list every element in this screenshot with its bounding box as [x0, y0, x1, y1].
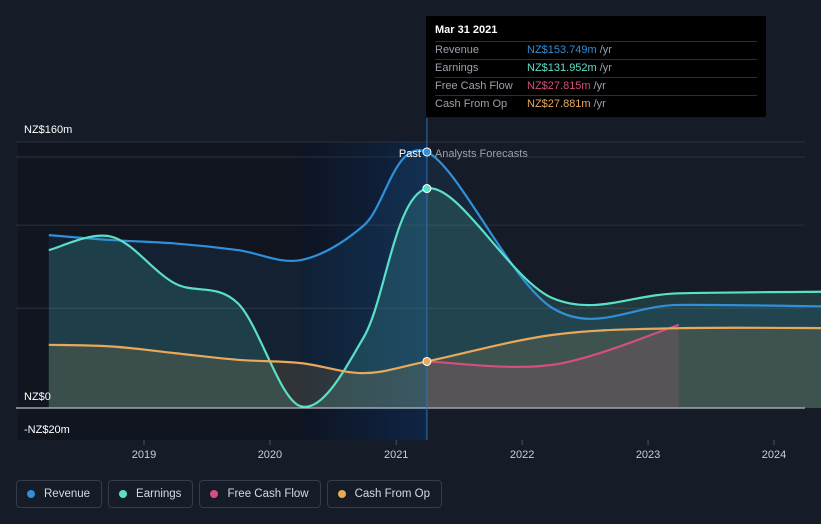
tooltip-value: NZ$27.815m	[527, 80, 591, 92]
y-label-top: NZ$160m	[24, 124, 72, 136]
tooltip-value: NZ$27.881m	[527, 98, 591, 110]
past-highlight	[301, 142, 427, 440]
tooltip-unit: /yr	[599, 62, 612, 74]
tooltip-label: Revenue	[435, 44, 480, 56]
x-tick-label: 2022	[510, 449, 534, 461]
past-label: Past	[399, 148, 421, 160]
legend-item-earnings[interactable]: Earnings	[108, 480, 194, 508]
past-band	[18, 142, 302, 440]
earnings-dot-icon	[119, 490, 128, 498]
cash-from-op-marker	[422, 356, 432, 366]
chart-legend: Revenue Earnings Free Cash Flow Cash Fro…	[16, 480, 443, 508]
tooltip-label: Earnings	[435, 62, 479, 74]
data-tooltip: Mar 31 2021 Revenue NZ$153.749m /yr Earn…	[426, 16, 766, 117]
cash-from-op-line	[48, 326, 821, 375]
tooltip-unit: /yr	[593, 80, 606, 92]
tooltip-row-revenue: Revenue NZ$153.749m /yr	[435, 42, 757, 60]
free-cash-flow-dot-icon	[210, 490, 219, 498]
revenue-line	[48, 149, 821, 320]
revenue-marker	[422, 147, 432, 157]
cash-from-op-area	[48, 327, 821, 408]
forecast-label: Analysts Forecasts	[435, 148, 528, 160]
cash-from-op-dot-icon	[337, 490, 346, 498]
x-tick-label: 2023	[636, 449, 660, 461]
tooltip-row-earnings: Earnings NZ$131.952m /yr	[435, 60, 757, 78]
x-tick-label: 2021	[384, 449, 408, 461]
chart-area: NZ$160m NZ$0 -NZ$20m Past Analysts Forecasts…	[16, 118, 821, 461]
legend-item-revenue[interactable]: Revenue	[16, 480, 103, 508]
tooltip-value: NZ$153.749m	[527, 44, 597, 56]
earnings-line	[48, 187, 821, 408]
y-label-bottom: -NZ$20m	[24, 424, 70, 436]
x-tick-label: 2019	[132, 449, 156, 461]
revenue-dot-icon	[27, 490, 35, 498]
x-tick-label: 2024	[762, 449, 786, 461]
legend-label: Earnings	[136, 488, 182, 500]
legend-item-cash-from-op[interactable]: Cash From Op	[326, 480, 443, 508]
free-cash-flow-area	[426, 324, 679, 408]
x-tick-label: 2020	[258, 449, 282, 461]
earnings-marker	[422, 184, 432, 194]
tooltip-date: Mar 31 2021	[435, 24, 757, 42]
tooltip-value: NZ$131.952m	[527, 62, 597, 74]
tooltip-label: Cash From Op	[435, 98, 508, 110]
free-cash-flow-line	[426, 323, 680, 369]
earnings-area	[48, 188, 821, 408]
legend-item-free-cash-flow[interactable]: Free Cash Flow	[199, 480, 321, 508]
tooltip-label: Free Cash Flow	[435, 80, 513, 92]
tooltip-row-cash-from-op: Cash From Op NZ$27.881m /yr	[435, 96, 757, 113]
legend-label: Revenue	[44, 488, 91, 500]
tooltip-unit: /yr	[599, 44, 612, 56]
legend-label: Cash From Op	[354, 488, 431, 500]
legend-label: Free Cash Flow	[227, 488, 309, 500]
tooltip-unit: /yr	[593, 98, 606, 110]
y-label-zero: NZ$0	[24, 391, 51, 403]
tooltip-row-free-cash-flow: Free Cash Flow NZ$27.815m /yr	[435, 78, 757, 96]
